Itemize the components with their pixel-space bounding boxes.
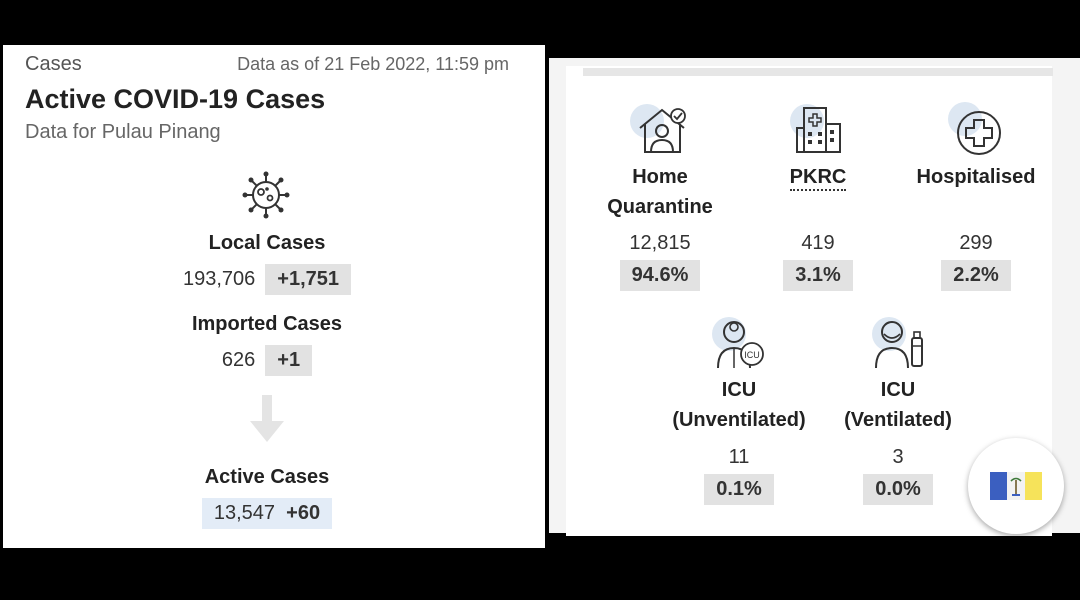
active-cases-row: 13,547 +60 xyxy=(3,498,531,529)
icu-vent-label-line2: (Ventilated) xyxy=(844,409,952,431)
section-label: Cases xyxy=(25,53,82,75)
penang-flag-icon xyxy=(990,472,1042,500)
building-icon xyxy=(796,107,841,153)
local-cases-label: Local Cases xyxy=(208,232,326,254)
ventilator-patient-icon xyxy=(875,321,923,369)
icu-vent-label-line1: ICU xyxy=(880,379,916,401)
down-arrow-icon xyxy=(250,395,284,442)
hospitalised-percent-wrap: 2.2% xyxy=(906,260,1046,291)
state-flag-button[interactable] xyxy=(968,438,1064,534)
active-cases-summary: 13,547 +60 xyxy=(201,498,333,529)
home-quarantine-percent-wrap: 94.6% xyxy=(590,260,730,291)
hospitalised-percent: 2.2% xyxy=(941,260,1011,291)
active-cases-panel: Cases Data as of 21 Feb 2022, 11:59 pm A… xyxy=(3,45,545,548)
hospitalised-label: Hospitalised xyxy=(916,166,1036,188)
local-cases-change: +1,751 xyxy=(265,264,352,295)
case-distribution-panel xyxy=(549,58,1080,536)
icu-unvent-percent-wrap: 0.1% xyxy=(660,474,818,505)
active-cases-value: 13,547 xyxy=(213,502,276,524)
imported-cases-row: 626 +1 xyxy=(3,345,531,376)
home-quarantine-label-line2: Quarantine xyxy=(607,196,713,218)
imported-cases-label: Imported Cases xyxy=(191,313,343,335)
home-quarantine-value: 12,815 xyxy=(629,232,691,254)
pkrc-percent-wrap: 3.1% xyxy=(768,260,868,291)
medical-cross-icon xyxy=(957,111,1001,155)
svg-text:ICU: ICU xyxy=(744,350,760,360)
virus-icon xyxy=(242,171,290,219)
icu-vent-percent: 0.0% xyxy=(863,474,933,505)
home-quarantine-icon xyxy=(639,108,686,153)
home-quarantine-label-line1: Home xyxy=(632,166,688,188)
distribution-card xyxy=(566,66,1052,536)
pkrc-value: 419 xyxy=(801,232,835,254)
page-subtitle: Data for Pulau Pinang xyxy=(25,121,221,143)
pkrc-label-wrap[interactable]: PKRC xyxy=(768,166,868,191)
icu-vent-value: 3 xyxy=(892,446,904,468)
pkrc-percent: 3.1% xyxy=(783,260,853,291)
icu-unvent-percent: 0.1% xyxy=(704,474,774,505)
page-title: Active COVID-19 Cases xyxy=(25,84,326,114)
imported-cases-value: 626 xyxy=(221,349,256,371)
data-timestamp: Data as of 21 Feb 2022, 11:59 pm xyxy=(237,54,509,74)
pkrc-link[interactable]: PKRC xyxy=(789,166,847,191)
icu-unvent-value: 11 xyxy=(728,446,750,468)
active-cases-change: +60 xyxy=(286,502,321,524)
hospitalised-value: 299 xyxy=(959,232,993,254)
icu-vent-percent-wrap: 0.0% xyxy=(828,474,968,505)
home-quarantine-percent: 94.6% xyxy=(619,260,701,291)
icu-unvent-label-line2: (Unventilated) xyxy=(672,409,806,431)
active-cases-label: Active Cases xyxy=(204,466,330,488)
icu-unvent-label-line1: ICU xyxy=(721,379,757,401)
card-top-bar xyxy=(583,68,1053,76)
icu-doctor-icon: ICU xyxy=(717,321,764,369)
imported-cases-change: +1 xyxy=(265,345,313,376)
local-cases-row: 193,706 +1,751 xyxy=(3,264,531,295)
local-cases-value: 193,706 xyxy=(182,268,256,290)
